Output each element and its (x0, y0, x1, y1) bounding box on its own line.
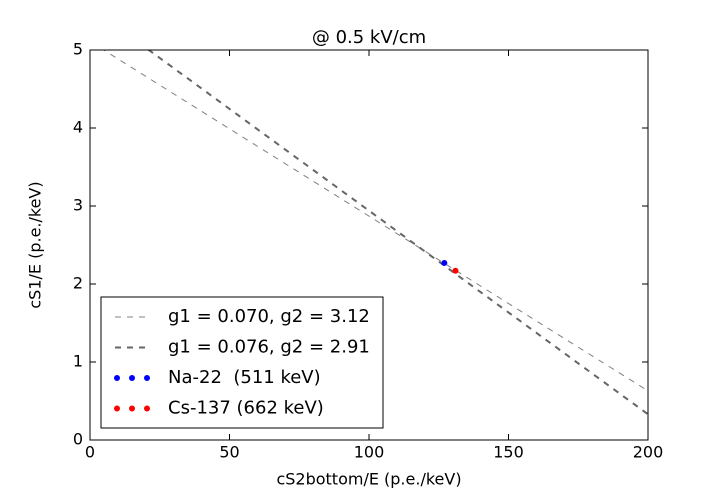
legend-marker (129, 405, 135, 412)
legend-marker (129, 375, 135, 381)
y-tick-label: 0 (73, 430, 83, 449)
x-tick-label: 200 (633, 443, 664, 462)
chart-title: @ 0.5 kV/cm (312, 27, 426, 48)
legend-label: g1 = 0.076, g2 = 2.91 (168, 337, 370, 358)
plot-area (102, 50, 648, 416)
y-axis-label: cS1/E (p.e./keV) (26, 181, 45, 308)
data-line (102, 50, 648, 392)
y-tick-label: 1 (73, 352, 83, 371)
x-axis-label: cS2bottom/E (p.e./keV) (276, 470, 461, 489)
data-point (441, 259, 448, 266)
x-tick-label: 150 (493, 443, 524, 462)
x-tick-label: 0 (85, 443, 95, 462)
legend-label: Cs-137 (662 keV) (168, 398, 324, 419)
y-tick-label: 4 (73, 118, 83, 137)
x-tick-label: 100 (354, 443, 385, 462)
y-tick-label: 2 (73, 274, 83, 293)
legend-marker (114, 405, 120, 412)
legend-label: g1 = 0.070, g2 = 3.12 (168, 306, 370, 327)
y-tick-label: 3 (73, 196, 83, 215)
x-tick-label: 50 (219, 443, 239, 462)
legend-label: Na-22 (511 keV) (168, 367, 321, 388)
legend-marker (144, 405, 150, 412)
data-point (452, 267, 459, 274)
y-tick-label: 5 (73, 40, 83, 59)
legend-marker (114, 375, 120, 381)
legend-marker (144, 375, 150, 381)
